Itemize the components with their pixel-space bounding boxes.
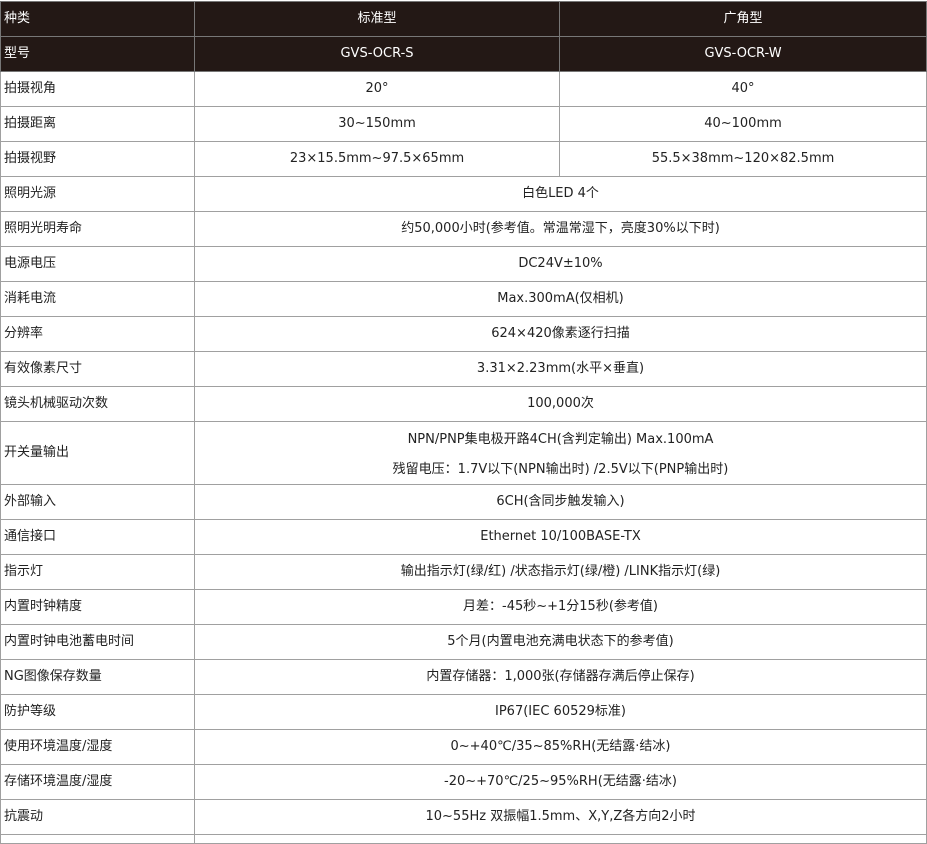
table-row: 拍摄视野 23×15.5mm~97.5×65mm 55.5×38mm~120×82.… <box>0 141 927 177</box>
row-label: 指示灯 <box>0 554 195 590</box>
table-row: 指示灯 输出指示灯(绿/红) /状态指示灯(绿/橙) /LINK指示灯(绿) <box>0 554 927 590</box>
row-value: 白色LED 4个 <box>194 176 927 212</box>
row-value: 23×15.5mm~97.5×65mm <box>194 141 560 177</box>
table-row: 防护等级 IP67(IEC 60529标准) <box>0 694 927 730</box>
row-value: 广角型 <box>559 1 927 37</box>
row-value: 55.5×38mm~120×82.5mm <box>559 141 927 177</box>
row-value: 624×420像素逐行扫描 <box>194 316 927 352</box>
table-row: 开关量输出 NPN/PNP集电极开路4CH(含判定输出) Max.100mA 残留电… <box>0 421 927 485</box>
row-label: 拍摄视野 <box>0 141 195 177</box>
table-row: NG图像保存数量 内置存储器：1,000张(存储器存满后停止保存) <box>0 659 927 695</box>
row-label: 防护等级 <box>0 694 195 730</box>
row-value: -20~+70℃/25~95%RH(无结露·结冰) <box>194 764 927 800</box>
table-row: 内置时钟精度 月差：-45秒~+1分15秒(参考值) <box>0 589 927 625</box>
row-label: 电源电压 <box>0 246 195 282</box>
row-value: NPN/PNP集电极开路4CH(含判定输出) Max.100mA 残留电压：1.7… <box>194 421 927 485</box>
row-label: 消耗电流 <box>0 281 195 317</box>
table-row: 拍摄距离 30~150mm 40~100mm <box>0 106 927 142</box>
row-label: 照明光明寿命 <box>0 211 195 247</box>
row-value: Ethernet 10/100BASE-TX <box>194 519 927 555</box>
row-value: 20° <box>194 71 560 107</box>
row-value: 0~+40℃/35~85%RH(无结露·结冰) <box>194 729 927 765</box>
row-value: 月差：-45秒~+1分15秒(参考值) <box>194 589 927 625</box>
row-label: 开关量输出 <box>0 421 195 485</box>
row-value: IP67(IEC 60529标准) <box>194 694 927 730</box>
row-value: DC24V±10% <box>194 246 927 282</box>
row-value: 30~150mm <box>194 106 560 142</box>
row-label: 存储环境温度/湿度 <box>0 764 195 800</box>
header-row: 型号 GVS-OCR-S GVS-OCR-W <box>0 36 927 72</box>
row-value: 输出指示灯(绿/红) /状态指示灯(绿/橙) /LINK指示灯(绿) <box>194 554 927 590</box>
row-label: NG图像保存数量 <box>0 659 195 695</box>
header-row: 种类 标准型 广角型 <box>0 1 927 37</box>
row-label: 拍摄视角 <box>0 71 195 107</box>
row-value: 40~100mm <box>559 106 927 142</box>
value-line: 残留电压：1.7V以下(NPN输出时) /2.5V以下(PNP输出时) <box>392 462 729 477</box>
row-label: 使用环境温度/湿度 <box>0 729 195 765</box>
row-value: 40° <box>559 71 927 107</box>
table-row: 照明光源 白色LED 4个 <box>0 176 927 212</box>
table-row: 分辨率 624×420像素逐行扫描 <box>0 316 927 352</box>
row-label: 照明光源 <box>0 176 195 212</box>
row-value: 6CH(含同步触发输入) <box>194 484 927 520</box>
table-row: 拍摄视角 20° 40° <box>0 71 927 107</box>
row-value: GVS-OCR-W <box>559 36 927 72</box>
table-row: 通信接口 Ethernet 10/100BASE-TX <box>0 519 927 555</box>
row-cell <box>0 834 195 844</box>
table-row: 存储环境温度/湿度 -20~+70℃/25~95%RH(无结露·结冰) <box>0 764 927 800</box>
row-value: 5个月(内置电池充满电状态下的参考值) <box>194 624 927 660</box>
table-row <box>0 834 927 844</box>
table-row: 照明光明寿命 约50,000小时(参考值。常温常湿下，亮度30%以下时) <box>0 211 927 247</box>
table-row: 外部输入 6CH(含同步触发输入) <box>0 484 927 520</box>
table-row: 内置时钟电池蓄电时间 5个月(内置电池充满电状态下的参考值) <box>0 624 927 660</box>
row-label: 抗震动 <box>0 799 195 835</box>
row-value: Max.300mA(仅相机) <box>194 281 927 317</box>
table-row: 有效像素尺寸 3.31×2.23mm(水平×垂直) <box>0 351 927 387</box>
row-label: 种类 <box>0 1 195 37</box>
row-label: 通信接口 <box>0 519 195 555</box>
row-value: 3.31×2.23mm(水平×垂直) <box>194 351 927 387</box>
table-row: 电源电压 DC24V±10% <box>0 246 927 282</box>
row-value: 100,000次 <box>194 386 927 422</box>
row-value: 内置存储器：1,000张(存储器存满后停止保存) <box>194 659 927 695</box>
table-row: 镜头机械驱动次数 100,000次 <box>0 386 927 422</box>
row-label: 拍摄距离 <box>0 106 195 142</box>
row-label: 型号 <box>0 36 195 72</box>
row-value: GVS-OCR-S <box>194 36 560 72</box>
row-cell <box>194 834 927 844</box>
row-value: 10~55Hz 双振幅1.5mm、X,Y,Z各方向2小时 <box>194 799 927 835</box>
row-value: 约50,000小时(参考值。常温常湿下，亮度30%以下时) <box>194 211 927 247</box>
row-label: 内置时钟电池蓄电时间 <box>0 624 195 660</box>
table-row: 抗震动 10~55Hz 双振幅1.5mm、X,Y,Z各方向2小时 <box>0 799 927 835</box>
table-row: 消耗电流 Max.300mA(仅相机) <box>0 281 927 317</box>
row-label: 有效像素尺寸 <box>0 351 195 387</box>
row-value: 标准型 <box>194 1 560 37</box>
table-row: 使用环境温度/湿度 0~+40℃/35~85%RH(无结露·结冰) <box>0 729 927 765</box>
value-line: NPN/PNP集电极开路4CH(含判定输出) Max.100mA <box>407 432 714 447</box>
row-label: 分辨率 <box>0 316 195 352</box>
row-label: 外部输入 <box>0 484 195 520</box>
row-label: 内置时钟精度 <box>0 589 195 625</box>
row-label: 镜头机械驱动次数 <box>0 386 195 422</box>
